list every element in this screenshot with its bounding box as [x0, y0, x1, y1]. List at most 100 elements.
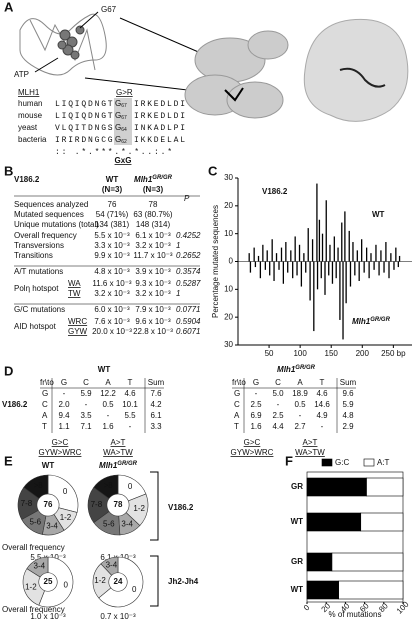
- highlight-column: [114, 98, 132, 145]
- legend-swatch: [363, 458, 375, 467]
- cell: 10.1: [122, 400, 138, 409]
- note: GYW>WRC: [39, 448, 82, 457]
- sequence: LIQIQDNGT: [55, 100, 114, 109]
- spheres: [57, 25, 85, 60]
- note: A>T: [111, 438, 126, 447]
- slice-label: 5-6: [30, 518, 42, 527]
- row-label: Overall frequency: [14, 231, 77, 240]
- row-label: V186.2: [2, 400, 28, 409]
- cell: -: [85, 400, 88, 409]
- name: Mlh1: [134, 175, 153, 184]
- p-value: 0.2652: [176, 251, 201, 260]
- panel-label: C: [208, 163, 218, 178]
- cell: 6.9: [250, 411, 262, 420]
- group-label: V186.2: [168, 503, 194, 512]
- slice-label: 0: [132, 585, 137, 594]
- cell: 3.5: [80, 411, 92, 420]
- residue: G64: [115, 123, 127, 133]
- bar-segment: [306, 477, 367, 497]
- cell: 18.9: [292, 389, 308, 398]
- pie-slice: [22, 568, 49, 606]
- x-tick-label: 0: [302, 603, 312, 613]
- bar-segment: [306, 512, 362, 532]
- frequency-label: Overall frequency: [2, 543, 65, 552]
- cell: 2.5: [272, 411, 284, 420]
- name: WT: [106, 175, 119, 184]
- y-tick-label: 20: [224, 201, 233, 210]
- name: WT: [98, 365, 111, 374]
- cell: 134 (381): [95, 220, 130, 229]
- cell: 4.4: [272, 422, 284, 431]
- bracket: [150, 471, 159, 541]
- cell: -: [107, 411, 110, 420]
- ligand-label: ATP: [14, 70, 29, 79]
- cell: T: [42, 422, 47, 431]
- residue-label: G67: [101, 5, 117, 14]
- motif: GxG: [115, 156, 132, 165]
- cell: G: [234, 389, 240, 398]
- position: 67: [121, 115, 127, 121]
- panel-label: D: [4, 363, 13, 378]
- table-title: WT: [98, 365, 111, 374]
- cell: 1.1: [58, 422, 70, 431]
- cell: 22.8 x 10⁻³: [133, 327, 173, 336]
- frequency-label: Overall frequency: [2, 605, 65, 614]
- slice-label: >8: [34, 481, 44, 490]
- pie-total: 24: [114, 577, 123, 586]
- x-tick-label: 100: [293, 349, 307, 358]
- structure-images: [19, 11, 409, 122]
- pie-total: 78: [114, 500, 123, 509]
- y-tick-label: 20: [224, 312, 233, 321]
- cell: -: [129, 422, 132, 431]
- y-tick-label: GR: [291, 482, 303, 491]
- cell: 5.9: [80, 389, 92, 398]
- cell: 11.6 x 10⁻³: [92, 279, 132, 288]
- cell: 4.9: [316, 411, 328, 420]
- column-header: Mlh1GR/GR: [134, 175, 173, 185]
- bar-segment: [360, 512, 404, 532]
- cell: 0.5: [294, 400, 306, 409]
- row-label: Mutated sequences: [14, 210, 84, 219]
- row-label: Transitions: [14, 251, 53, 260]
- bar-segment: [306, 580, 339, 600]
- p-value: 0.0771: [176, 305, 200, 314]
- column-n: (N=3): [143, 185, 164, 194]
- aa: G: [115, 111, 121, 120]
- pie-center: [38, 572, 58, 592]
- cell: C: [234, 400, 240, 409]
- cell: 5.5 x 10⁻³: [94, 231, 130, 240]
- note: GYW>WRC: [231, 448, 274, 457]
- cell: 63 (80.7%): [133, 210, 172, 219]
- p-value: 1: [176, 241, 180, 250]
- cell: T: [234, 422, 239, 431]
- name: Mlh1: [99, 461, 118, 470]
- sequence: IRKEDLDI: [134, 112, 187, 121]
- slice-label: 1-2: [94, 576, 106, 585]
- cell: 9.6 x 10⁻³: [135, 317, 171, 326]
- header-cell: Sum: [148, 378, 165, 387]
- name: WT: [42, 461, 55, 470]
- note: A>T: [303, 438, 318, 447]
- species: bacteria: [18, 135, 47, 144]
- cell: 2.7: [294, 422, 306, 431]
- cell: -: [277, 400, 280, 409]
- cell: 4.8 x 10⁻³: [94, 267, 130, 276]
- legend-label: A:T: [377, 458, 390, 467]
- cell: 4.8: [342, 411, 354, 420]
- column-header: WT: [106, 175, 119, 184]
- slice-label: 0: [128, 482, 133, 491]
- header-cell: C: [275, 378, 281, 387]
- position: 67: [121, 103, 127, 109]
- cell: C: [42, 400, 48, 409]
- header-cell: fr\to: [232, 378, 246, 387]
- column-header: P: [184, 194, 190, 203]
- cell: 3.3 x 10⁻³: [94, 241, 130, 250]
- y-tick-label: GR: [291, 557, 303, 566]
- cell: 4.6: [316, 389, 328, 398]
- cell: 9.3 x 10⁻³: [135, 279, 171, 288]
- y-tick-label: 30: [224, 340, 233, 349]
- series-label: Mlh1GR/GR: [352, 317, 391, 327]
- x-tick-label: 200: [356, 349, 370, 358]
- pointer: [34, 57, 59, 73]
